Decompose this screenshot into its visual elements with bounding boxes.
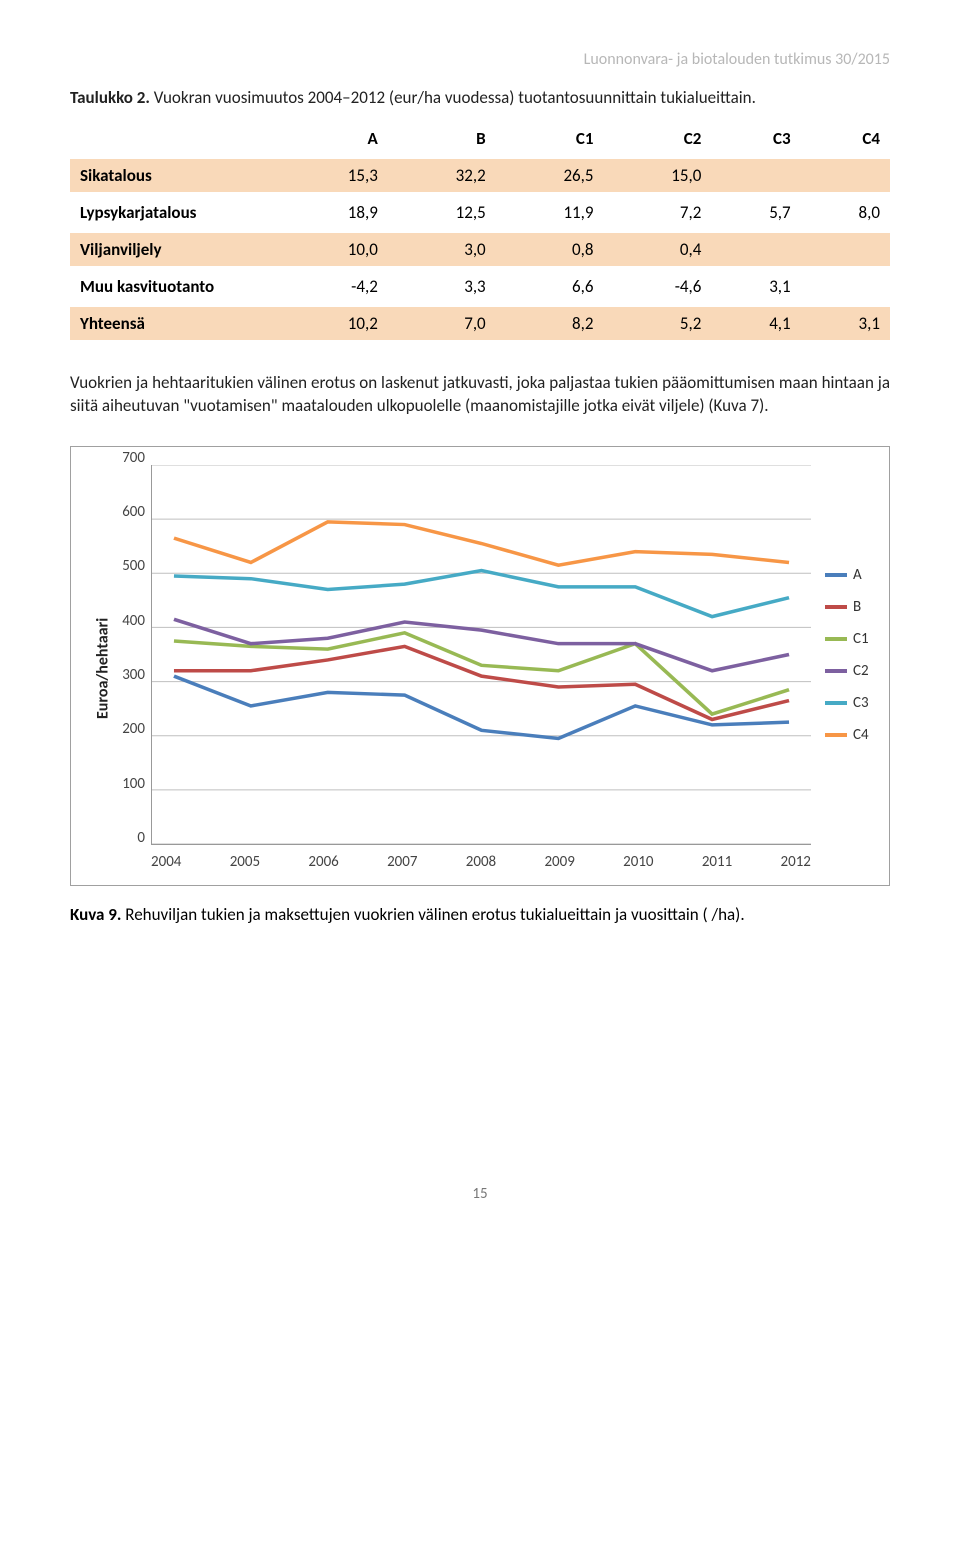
table-caption-bold: Taulukko 2. xyxy=(70,87,150,108)
series-c4 xyxy=(174,522,789,565)
table-cell xyxy=(711,231,800,268)
legend-item-c1: C1 xyxy=(825,630,871,648)
chart-legend: AB C1 C2 C3 C4 xyxy=(811,465,871,845)
table-cell: 3,3 xyxy=(388,268,496,305)
legend-label: C3 xyxy=(853,694,869,712)
table-col-c2: C2 xyxy=(604,120,712,157)
series-c3 xyxy=(174,570,789,616)
table-cell: 8,0 xyxy=(801,194,890,231)
legend-item-a: A xyxy=(825,566,871,584)
xtick-label: 2010 xyxy=(623,853,653,871)
table-cell: 0,4 xyxy=(604,231,712,268)
legend-swatch xyxy=(825,669,847,673)
table-cell: 26,5 xyxy=(496,157,604,194)
data-table-wrap: A B C1 C2 C3 C4 Sikatalous15,332,226,515… xyxy=(70,120,890,342)
legend-swatch xyxy=(825,637,847,641)
table-cell: -4,2 xyxy=(280,268,388,305)
table-cell: 6,6 xyxy=(496,268,604,305)
series-a xyxy=(174,676,789,738)
table-cell: 7,0 xyxy=(388,305,496,342)
table-col-c3: C3 xyxy=(711,120,800,157)
line-chart: Euroa/hehtaari 7006005004003002001000 AB… xyxy=(70,446,890,886)
table-row: Yhteensä10,27,08,25,24,13,1 xyxy=(70,305,890,342)
chart-xaxis: 2004 2005 2006 2007 2008 2009 2010 2011 2012 xyxy=(151,845,811,871)
table-cell: 8,2 xyxy=(496,305,604,342)
xtick-label: 2004 xyxy=(151,853,181,871)
table-col-c4: C4 xyxy=(801,120,890,157)
xtick-label: 2009 xyxy=(544,853,574,871)
table-row: Lypsykarjatalous18,912,511,97,25,78,0 xyxy=(70,194,890,231)
table-row-label: Muu kasvituotanto xyxy=(70,268,280,305)
xtick-label: 2006 xyxy=(308,853,338,871)
chart-ylabel: Euroa/hehtaari xyxy=(89,465,111,871)
table-row-label: Lypsykarjatalous xyxy=(70,194,280,231)
legend-item-c2: C2 xyxy=(825,662,871,680)
table-caption: Taulukko 2. Vuokran vuosimuutos 2004–201… xyxy=(70,87,890,108)
legend-item-b: B xyxy=(825,598,871,616)
xtick-label: 2012 xyxy=(781,853,811,871)
legend-item-c4: C4 xyxy=(825,726,871,744)
table-cell xyxy=(801,268,890,305)
table-cell: 5,7 xyxy=(711,194,800,231)
table-cell xyxy=(801,157,890,194)
table-row-label: Viljanviljely xyxy=(70,231,280,268)
legend-swatch xyxy=(825,573,847,577)
legend-swatch xyxy=(825,733,847,737)
table-row: Sikatalous15,332,226,515,0 xyxy=(70,157,890,194)
table-row-label: Sikatalous xyxy=(70,157,280,194)
chart-plot-area xyxy=(151,465,811,845)
legend-label: A xyxy=(853,566,862,584)
table-cell: 7,2 xyxy=(604,194,712,231)
chart-yaxis: 7006005004003002001000 xyxy=(111,465,151,845)
table-cell: 32,2 xyxy=(388,157,496,194)
page-number: 15 xyxy=(70,1185,890,1203)
table-cell: 3,1 xyxy=(711,268,800,305)
figure-caption: Kuva 9. Rehuviljan tukien ja maksettujen… xyxy=(70,904,890,925)
table-row-label: Yhteensä xyxy=(70,305,280,342)
table-cell xyxy=(801,231,890,268)
table-col-blank xyxy=(70,120,280,157)
table-caption-text: Vuokran vuosimuutos 2004–2012 (eur/ha vu… xyxy=(150,87,756,108)
table-cell: -4,6 xyxy=(604,268,712,305)
table-col-c1: C1 xyxy=(496,120,604,157)
table-head-row: A B C1 C2 C3 C4 xyxy=(70,120,890,157)
legend-label: C4 xyxy=(853,726,869,744)
legend-item-c3: C3 xyxy=(825,694,871,712)
xtick-label: 2008 xyxy=(466,853,496,871)
table-cell: 15,3 xyxy=(280,157,388,194)
table-col-b: B xyxy=(388,120,496,157)
figure-caption-bold: Kuva 9. xyxy=(70,904,121,925)
table-cell: 15,0 xyxy=(604,157,712,194)
legend-label: C2 xyxy=(853,662,869,680)
series-b xyxy=(174,646,789,719)
table-cell: 3,1 xyxy=(801,305,890,342)
table-cell: 10,2 xyxy=(280,305,388,342)
legend-swatch xyxy=(825,701,847,705)
legend-swatch xyxy=(825,605,847,609)
table-row: Muu kasvituotanto-4,23,36,6-4,63,1 xyxy=(70,268,890,305)
table-cell: 3,0 xyxy=(388,231,496,268)
table-cell: 0,8 xyxy=(496,231,604,268)
xtick-label: 2011 xyxy=(702,853,732,871)
table-row: Viljanviljely10,03,00,80,4 xyxy=(70,231,890,268)
table-cell: 5,2 xyxy=(604,305,712,342)
table-cell: 12,5 xyxy=(388,194,496,231)
table-cell: 4,1 xyxy=(711,305,800,342)
body-paragraph: Vuokrien ja hehtaaritukien välinen erotu… xyxy=(70,372,890,418)
xtick-label: 2007 xyxy=(387,853,417,871)
legend-label: B xyxy=(853,598,861,616)
figure-caption-text: Rehuviljan tukien ja maksettujen vuokrie… xyxy=(121,904,744,925)
table-cell xyxy=(711,157,800,194)
data-table: A B C1 C2 C3 C4 Sikatalous15,332,226,515… xyxy=(70,120,890,342)
page-header-right: Luonnonvara- ja biotalouden tutkimus 30/… xyxy=(70,50,890,69)
legend-label: C1 xyxy=(853,630,869,648)
table-cell: 18,9 xyxy=(280,194,388,231)
xtick-label: 2005 xyxy=(230,853,260,871)
table-cell: 10,0 xyxy=(280,231,388,268)
table-cell: 11,9 xyxy=(496,194,604,231)
table-col-a: A xyxy=(280,120,388,157)
